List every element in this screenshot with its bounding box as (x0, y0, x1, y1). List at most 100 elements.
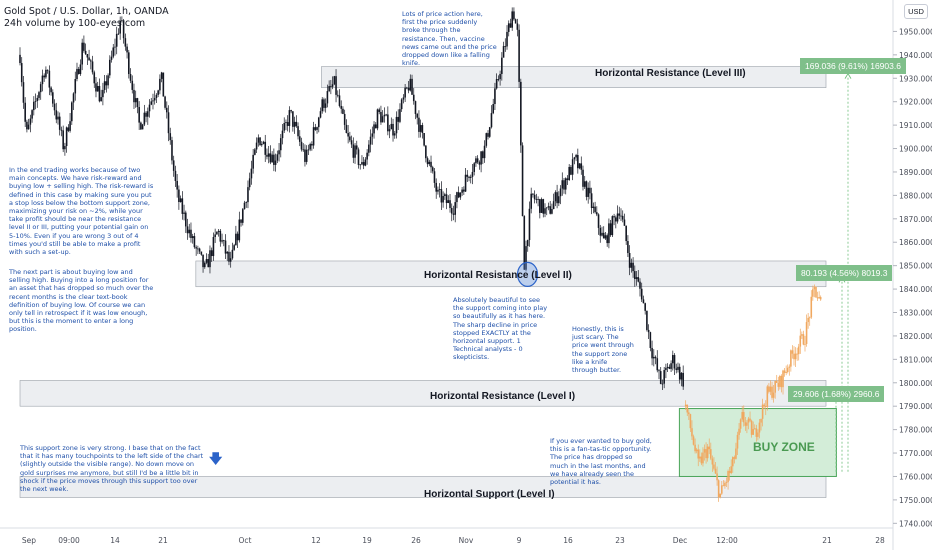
price-candle (19, 54, 21, 64)
level-zone (321, 66, 827, 88)
price-candle (602, 232, 605, 239)
price-candle (654, 356, 657, 359)
price-candle (456, 192, 458, 203)
price-candle (203, 262, 206, 268)
buy-zone-label: BUY ZONE (753, 440, 815, 454)
price-candle (459, 192, 462, 198)
down-arrow-icon: 🡇 (209, 451, 223, 466)
price-candle (274, 160, 277, 165)
projection-candle (694, 444, 696, 452)
price-candle (597, 214, 600, 228)
price-candle (136, 98, 139, 108)
price-candle (528, 208, 531, 241)
target-tag-level-iii[interactable]: 169.036 (9.61%) 16903.6 (800, 58, 906, 74)
price-candle (250, 168, 253, 179)
price-candle (533, 194, 536, 200)
price-candle (387, 114, 389, 132)
price-candle (278, 150, 280, 155)
price-candle (210, 250, 213, 257)
target-tag-level-ii[interactable]: 80.193 (4.56%) 8019.3 (796, 265, 893, 281)
price-candle (507, 23, 510, 32)
level-i-label: Horizontal Resistance (Level I) (430, 391, 576, 402)
projection-candle (772, 392, 775, 398)
price-candle (658, 370, 660, 372)
y-tick-label: 1930.000 (899, 74, 932, 83)
projection-candle (758, 422, 761, 433)
price-candle (131, 80, 134, 90)
price-candle (492, 104, 494, 114)
y-tick-label: 1850.000 (899, 262, 932, 271)
projection-candle (686, 404, 689, 413)
price-candle (171, 140, 173, 161)
price-candle (442, 195, 444, 203)
price-candle (497, 79, 500, 80)
price-candle (300, 141, 303, 150)
price-candle (240, 219, 242, 223)
x-tick-label: 28 (875, 536, 885, 545)
price-candle (276, 154, 279, 161)
price-candle (72, 93, 75, 103)
projection-candle (725, 482, 728, 483)
price-candle (107, 75, 109, 86)
price-candle (48, 70, 51, 88)
y-tick-label: 1760.000 (899, 472, 932, 481)
projection-candle (692, 436, 695, 445)
price-candle (469, 176, 472, 178)
price-candle (129, 74, 132, 81)
price-candle (79, 64, 82, 74)
price-candle (438, 189, 441, 190)
price-candle (293, 121, 296, 127)
price-candle (330, 86, 332, 87)
price-candle (361, 162, 363, 165)
price-candle (473, 163, 476, 172)
price-candle (649, 332, 652, 348)
price-candle (150, 101, 153, 105)
price-candle (305, 149, 308, 162)
y-tick-label: 1750.000 (899, 496, 932, 505)
price-candle (578, 163, 581, 169)
price-candle (33, 101, 35, 111)
price-candle (184, 212, 187, 227)
projection-candle (752, 429, 754, 435)
y-tick-label: 1770.000 (899, 449, 932, 458)
projection-candle (799, 335, 802, 347)
price-candle (124, 38, 127, 47)
price-candle (103, 81, 106, 90)
price-candle (90, 60, 92, 62)
level-iii-label: Horizontal Resistance (Level III) (595, 68, 746, 79)
currency-button[interactable]: USD (904, 4, 928, 19)
price-candle (86, 53, 89, 58)
projection-candle (742, 412, 745, 423)
price-candle (632, 262, 634, 272)
price-candle (357, 149, 360, 165)
price-candle (630, 262, 633, 268)
projection-candle (794, 353, 797, 360)
price-candle (105, 81, 108, 86)
price-candle (323, 99, 325, 108)
price-candle (193, 236, 196, 248)
price-candle (119, 21, 121, 34)
price-candle (526, 240, 529, 247)
price-candle (583, 181, 586, 187)
price-candle (592, 206, 595, 209)
price-candle (281, 130, 284, 139)
projection-candle (788, 366, 791, 368)
target-tag-level-i[interactable]: 29.606 (1.68%) 2960.6 (788, 386, 885, 402)
price-candle (77, 68, 80, 74)
price-candle (98, 85, 101, 102)
price-candle (407, 87, 410, 91)
price-candle (561, 180, 564, 189)
y-tick-label: 1800.000 (899, 379, 932, 388)
price-candle (311, 144, 313, 146)
price-candle (620, 215, 622, 217)
price-candle (661, 383, 664, 385)
price-candle (140, 122, 142, 130)
price-candle (416, 113, 419, 118)
price-candle (499, 73, 501, 80)
price-candle (214, 234, 216, 237)
price-candle (596, 212, 598, 215)
note-opportunity: If you ever wanted to buy gold, this is … (550, 437, 652, 487)
price-candle (167, 112, 170, 134)
price-candle (109, 59, 111, 76)
